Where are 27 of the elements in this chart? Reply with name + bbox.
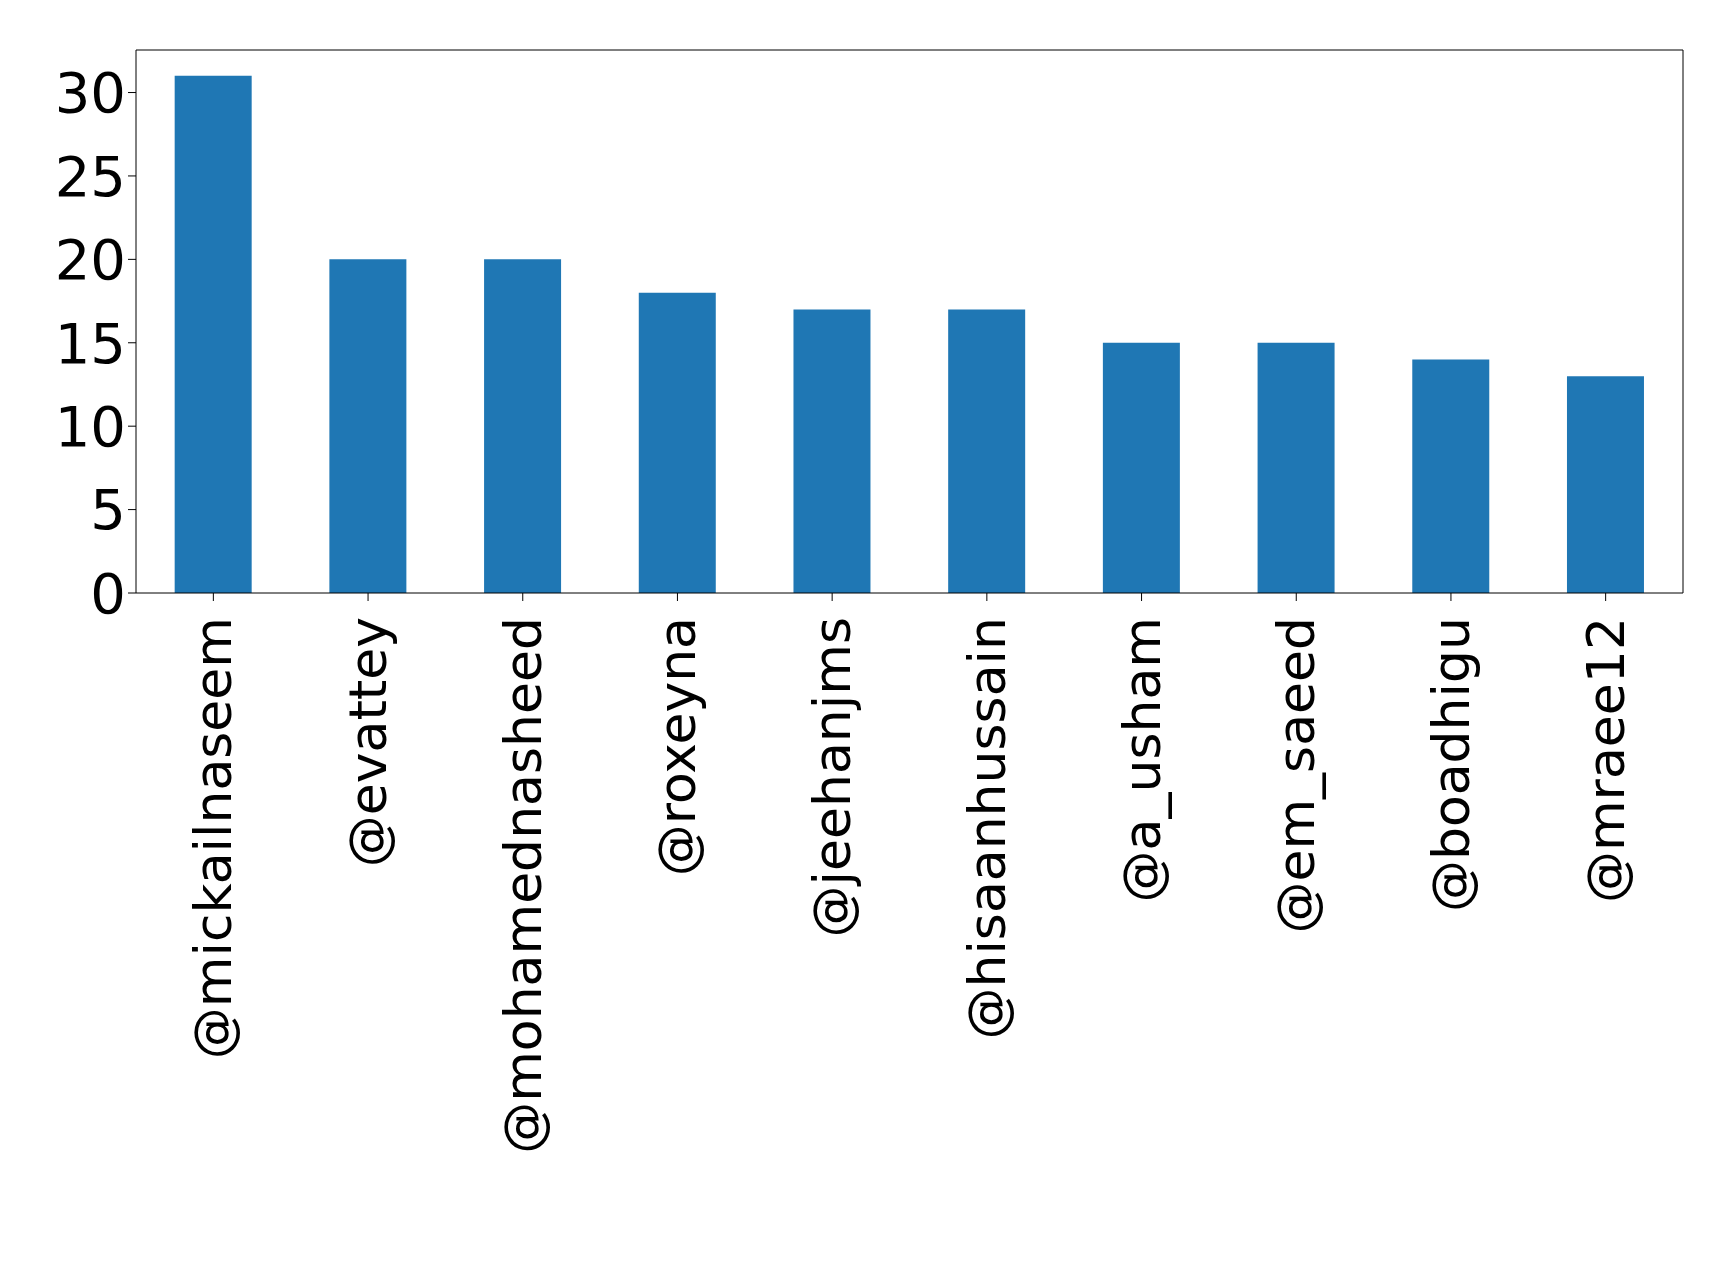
bar [484,259,562,593]
y-tick-label: 25 [54,143,126,209]
bar [1257,342,1335,593]
bar [638,292,716,593]
bar [1102,342,1180,593]
y-tick-label: 10 [54,394,126,460]
bar [1412,359,1490,593]
x-tick-label: @hisaanhussain [956,617,1017,1040]
x-tick-label: @evattey [338,617,399,868]
bar [329,259,407,593]
x-tick-label: @mohamednasheed [492,617,553,1154]
x-tick-label: @a_usham [1111,617,1172,903]
bar [174,75,252,593]
y-tick-label: 15 [54,310,126,376]
x-tick-label: @boadhigu [1420,617,1481,913]
x-tick-label: @mraee12 [1575,617,1636,904]
x-tick-label: @mickailnaseem [183,617,244,1060]
y-tick-label: 30 [54,60,126,126]
bar [1566,376,1644,593]
y-tick-label: 20 [54,227,126,293]
y-tick-label: 5 [90,477,126,543]
x-tick-label: @jeehanjms [802,617,863,938]
x-tick-label: @em_saeed [1266,617,1327,934]
x-tick-label: @roxeyna [647,617,708,877]
bar [793,309,871,593]
y-tick-label: 0 [90,560,126,626]
bar [948,309,1026,593]
